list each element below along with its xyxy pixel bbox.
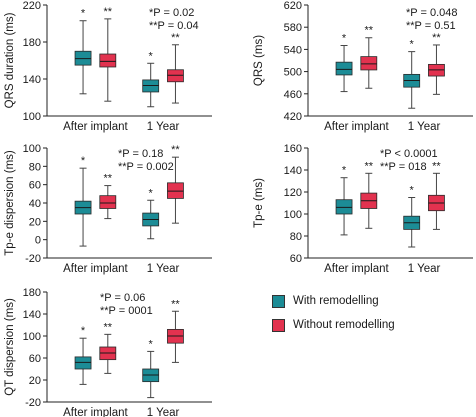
y-axis-label: QRS (ms) bbox=[253, 35, 265, 86]
significance-marker: * bbox=[342, 33, 347, 45]
x-tick-label: 1 Year bbox=[147, 407, 180, 417]
y-tick-label: 80 bbox=[290, 231, 302, 243]
y-tick-label: 60 bbox=[29, 353, 41, 365]
y-tick-label: 220 bbox=[23, 0, 41, 12]
significance-marker: * bbox=[410, 39, 415, 51]
y-tick-label: 140 bbox=[284, 165, 302, 177]
y-tick-label: 140 bbox=[23, 309, 41, 321]
p-value-annotation: *P < 0.0001 bbox=[380, 148, 438, 160]
p-value-annotation: **P = 0.04 bbox=[149, 20, 199, 32]
y-tick-label: 0 bbox=[35, 235, 41, 247]
box-with-remodelling bbox=[335, 199, 353, 215]
significance-marker: ** bbox=[365, 160, 374, 172]
p-value-annotation: **P = 0001 bbox=[100, 305, 153, 317]
y-axis-label: Tp-e (ms) bbox=[253, 178, 265, 228]
x-tick-label: 1 Year bbox=[147, 121, 180, 133]
y-tick-label: 420 bbox=[284, 111, 302, 123]
p-value-annotation: **P = 0.51 bbox=[406, 20, 456, 32]
significance-marker: * bbox=[149, 50, 154, 62]
legend-item-without-remodelling: Without remodelling bbox=[272, 315, 395, 335]
y-tick-label: -20 bbox=[25, 253, 41, 265]
y-tick-label: 180 bbox=[23, 287, 41, 299]
box-without-remodelling bbox=[99, 53, 117, 68]
x-tick-label: After implant bbox=[63, 263, 128, 275]
y-axis-label: QRS duration (ms) bbox=[4, 12, 16, 108]
p-value-annotation: *P = 0.06 bbox=[100, 292, 145, 304]
x-tick-label: After implant bbox=[63, 407, 128, 417]
box-without-remodelling bbox=[360, 56, 378, 71]
y-tick-label: -20 bbox=[25, 397, 41, 409]
y-tick-label: 100 bbox=[23, 331, 41, 343]
significance-marker: * bbox=[81, 8, 86, 20]
significance-marker: ** bbox=[171, 298, 180, 310]
p-value-annotation: **P = 0.002 bbox=[118, 161, 174, 173]
y-tick-label: 160 bbox=[284, 143, 302, 155]
y-tick-label: 100 bbox=[23, 143, 41, 155]
box-with-remodelling bbox=[335, 61, 353, 76]
p-value-annotation: *P = 0.048 bbox=[406, 7, 457, 19]
y-tick-label: 140 bbox=[23, 74, 41, 86]
chart-panel-3: -20 0 20 40 60 80 100 Tp-e dispersion (ms) *P = … bbox=[4, 143, 212, 275]
box-without-remodelling bbox=[99, 195, 117, 209]
significance-marker: ** bbox=[365, 25, 374, 37]
y-tick-label: 500 bbox=[284, 67, 302, 79]
box-with-remodelling bbox=[74, 356, 92, 370]
chart-panel-4: 60 80 100 120 140 160 Tp-e (ms) *P < 0.0001**P … bbox=[253, 143, 473, 275]
significance-marker: * bbox=[410, 185, 415, 197]
significance-marker: ** bbox=[104, 321, 113, 333]
legend-swatch-without-remodelling bbox=[272, 318, 285, 332]
significance-marker: * bbox=[149, 187, 154, 199]
p-value-annotation: *P = 0.02 bbox=[149, 7, 194, 19]
significance-marker: * bbox=[81, 155, 86, 167]
y-tick-label: 20 bbox=[29, 216, 41, 228]
x-tick-label: 1 Year bbox=[408, 121, 441, 133]
y-tick-label: 120 bbox=[284, 187, 302, 199]
significance-marker: * bbox=[149, 338, 154, 350]
chart-panel-2: 420 460 500 540 580 620 QRS (ms) *P = 0.048**P … bbox=[253, 0, 473, 133]
significance-marker: ** bbox=[432, 160, 441, 172]
y-axis-label: QT dispersion (ms) bbox=[4, 298, 16, 396]
significance-marker: ** bbox=[171, 144, 180, 156]
x-tick-label: 1 Year bbox=[147, 263, 180, 275]
legend-item-with-remodelling: With remodelling bbox=[272, 291, 395, 311]
y-tick-label: 20 bbox=[29, 375, 41, 387]
legend: With remodelling Without remodelling bbox=[272, 291, 395, 339]
y-tick-label: 180 bbox=[23, 37, 41, 49]
legend-swatch-with-remodelling bbox=[272, 294, 285, 308]
y-tick-label: 40 bbox=[29, 198, 41, 210]
legend-label-without-remodelling: Without remodelling bbox=[293, 319, 395, 331]
significance-marker: ** bbox=[104, 6, 113, 18]
p-value-annotation: **P = 018 bbox=[380, 161, 427, 173]
x-tick-label: After implant bbox=[324, 121, 389, 133]
x-tick-label: After implant bbox=[63, 121, 128, 133]
y-tick-label: 60 bbox=[290, 253, 302, 265]
significance-marker: * bbox=[342, 165, 347, 177]
y-tick-label: 60 bbox=[29, 180, 41, 192]
p-value-annotation: *P = 0.18 bbox=[118, 148, 163, 160]
x-tick-label: 1 Year bbox=[408, 263, 441, 275]
x-tick-label: After implant bbox=[324, 263, 389, 275]
y-tick-label: 620 bbox=[284, 0, 302, 12]
y-tick-label: 460 bbox=[284, 89, 302, 101]
y-tick-label: 80 bbox=[29, 161, 41, 173]
significance-marker: ** bbox=[432, 32, 441, 44]
legend-label-with-remodelling: With remodelling bbox=[293, 295, 379, 307]
chart-panel-5: -20 20 60 100 140 180 QT dispersion (ms) *P = 0… bbox=[4, 287, 212, 417]
y-axis-label: Tp-e dispersion (ms) bbox=[4, 150, 16, 256]
significance-marker: ** bbox=[171, 32, 180, 44]
y-tick-label: 540 bbox=[284, 44, 302, 56]
y-tick-label: 100 bbox=[284, 209, 302, 221]
y-tick-label: 580 bbox=[284, 22, 302, 34]
significance-marker: ** bbox=[104, 173, 113, 185]
y-tick-label: 100 bbox=[23, 111, 41, 123]
significance-marker: * bbox=[81, 325, 86, 337]
